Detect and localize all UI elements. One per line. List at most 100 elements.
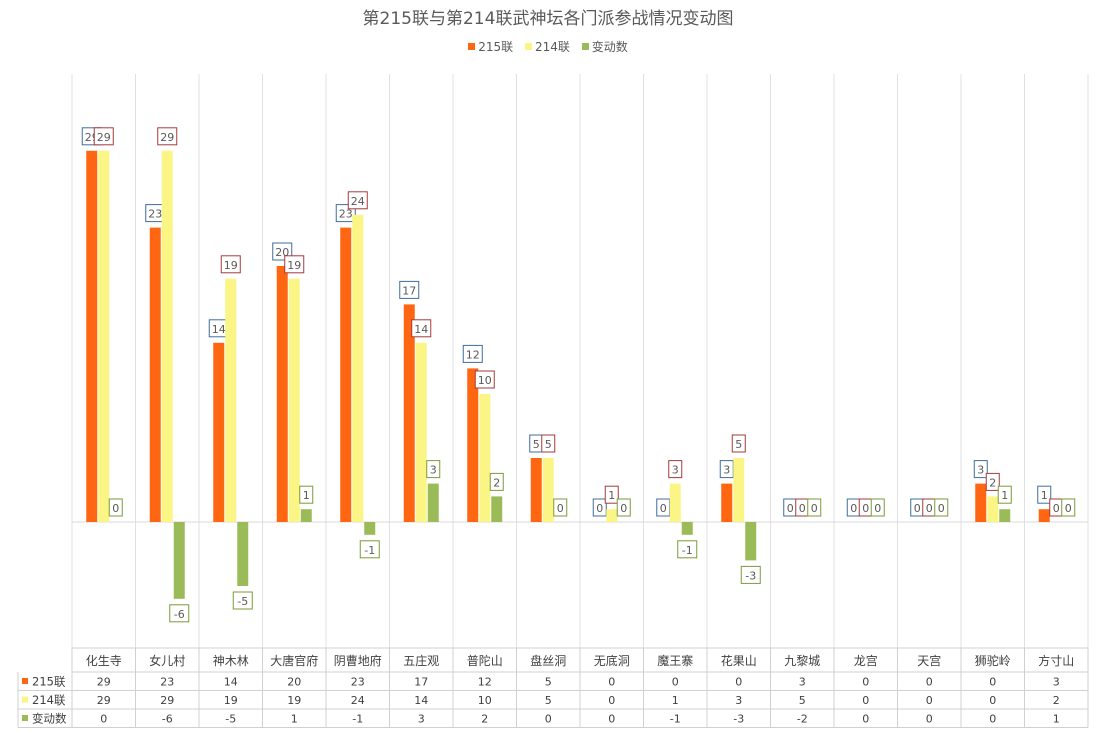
bar: [300, 509, 312, 522]
data-label: 0: [1065, 502, 1072, 515]
data-label-box: [1061, 498, 1076, 517]
data-label: 24: [351, 195, 365, 208]
data-label-box: [668, 460, 683, 479]
category-label: 五庄观: [403, 653, 439, 668]
table-cell: 0: [989, 694, 996, 707]
table-cell: 0: [926, 694, 933, 707]
data-label: 3: [672, 464, 679, 477]
table-cell: 5: [799, 694, 806, 707]
bar: [975, 483, 987, 522]
data-label-box: [462, 344, 483, 363]
table-cell: 0: [608, 713, 615, 726]
table-cell: 3: [1053, 676, 1060, 689]
category-label: 方寸山: [1038, 653, 1074, 668]
table-cell: 0: [608, 694, 615, 707]
table-cell: 29: [97, 694, 111, 707]
data-label: 29: [97, 131, 111, 144]
data-label: 0: [557, 502, 564, 515]
data-label-box: [411, 319, 432, 338]
table-cell: 5: [545, 694, 552, 707]
table-cell: 0: [862, 694, 869, 707]
data-label: 0: [874, 502, 881, 515]
legend-label-215: 215联: [478, 40, 514, 54]
data-label: 0: [938, 502, 945, 515]
category-label: 女儿村: [149, 653, 185, 668]
bar: [530, 458, 542, 522]
bar: [467, 368, 479, 522]
bar: [1038, 509, 1050, 522]
data-label: 23: [339, 208, 353, 221]
data-label-box: [399, 280, 420, 299]
table-cell: 0: [862, 713, 869, 726]
data-label: 29: [160, 131, 174, 144]
table-cell: 0: [608, 676, 615, 689]
table-cell: -1: [670, 713, 681, 726]
table-cell: -1: [352, 713, 363, 726]
data-label-box: [870, 498, 885, 517]
data-label-box: [474, 370, 495, 389]
table-cell: 3: [735, 694, 742, 707]
table-cell: 1: [672, 694, 679, 707]
bar: [161, 150, 173, 523]
legend-swatch-change: [581, 43, 589, 50]
bar: [364, 522, 376, 535]
data-label-box: [299, 485, 314, 504]
table-cell: 17: [414, 676, 428, 689]
data-label: 19: [287, 259, 301, 272]
data-label: 0: [787, 502, 794, 515]
table-row-swatch: [22, 715, 28, 721]
data-label: 0: [862, 502, 869, 515]
data-label: 14: [414, 323, 428, 336]
data-label-box: [220, 255, 241, 274]
data-label-box: [1037, 485, 1052, 504]
bar: [86, 150, 98, 523]
bar: [669, 483, 681, 522]
bar: [987, 496, 999, 522]
table-row-label: 214联: [32, 693, 66, 707]
data-label-box: [604, 485, 619, 504]
data-label-box: [157, 127, 178, 146]
category-label: 魔王寨: [657, 653, 693, 668]
data-label: 5: [533, 438, 540, 451]
table-cell: 0: [989, 713, 996, 726]
table-cell: -5: [225, 713, 236, 726]
bar: [276, 266, 288, 522]
bar: [237, 522, 249, 586]
bar: [288, 278, 300, 522]
category-label: 盘丝洞: [530, 653, 566, 668]
chart-title: 第215联与第214联武神坛各门派参战情况变动图: [362, 9, 734, 29]
data-label-box: [347, 191, 368, 210]
data-label: 5: [545, 438, 552, 451]
bar: [542, 458, 554, 522]
data-label: 1: [1001, 489, 1008, 502]
legend-item-215: 215联: [468, 38, 513, 55]
data-label-box: [359, 540, 380, 559]
table-cell: 3: [799, 676, 806, 689]
category-label: 普陀山: [467, 653, 503, 668]
data-label-box: [616, 498, 631, 517]
data-label: 0: [799, 502, 806, 515]
data-label: 23: [148, 208, 162, 221]
table-cell: 1: [291, 713, 298, 726]
data-label: 19: [224, 259, 238, 272]
bar: [721, 483, 733, 522]
data-label: 3: [723, 464, 730, 477]
data-label: 0: [1053, 502, 1060, 515]
category-label: 神木林: [213, 654, 249, 668]
data-label: 2: [989, 476, 996, 489]
table-cell: -6: [162, 713, 173, 726]
bar: [415, 342, 427, 522]
table-cell: 2: [481, 713, 488, 726]
bar: [98, 150, 110, 523]
data-label-box: [284, 255, 305, 274]
chart-legend: 215联 214联 变动数: [0, 38, 1096, 55]
bar: [606, 509, 618, 522]
data-label-box: [169, 604, 190, 623]
bar: [733, 458, 745, 522]
data-label-box: [489, 472, 504, 491]
bar: [149, 227, 161, 522]
data-label-box: [553, 498, 568, 517]
bar: [225, 278, 237, 522]
table-cell: 10: [478, 694, 492, 707]
